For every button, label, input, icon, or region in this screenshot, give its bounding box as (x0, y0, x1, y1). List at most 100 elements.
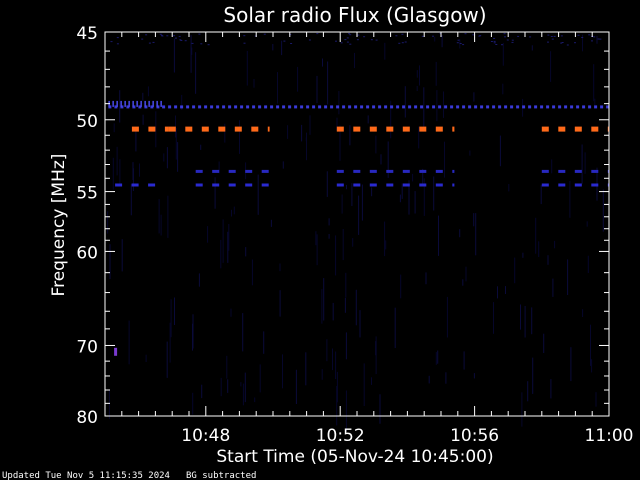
noise-dot (207, 44, 210, 46)
band-mark (558, 169, 566, 173)
noise-streak (227, 379, 229, 393)
noise-dot (547, 41, 549, 43)
noise-dot (593, 36, 596, 38)
band-mark (294, 105, 298, 109)
noise-streak (338, 91, 340, 115)
band-mark (212, 169, 220, 173)
band-mark (251, 126, 259, 132)
noise-streak (416, 70, 418, 78)
band-mark (115, 183, 123, 187)
noise-streak (160, 214, 162, 236)
noise-dot (340, 42, 343, 44)
y-axis-label: Frequency [MHz] (49, 154, 69, 297)
band-mark (222, 105, 226, 109)
noise-streak (145, 354, 147, 362)
noise-streak (142, 92, 144, 101)
noise-dot (344, 39, 347, 41)
noise-streak (520, 304, 521, 330)
band-wave-mark (148, 100, 150, 107)
noise-streak (505, 286, 506, 294)
band-mark (591, 126, 599, 132)
noise-streak (251, 259, 253, 286)
band-mark (258, 105, 262, 109)
noise-streak (191, 47, 193, 55)
band-mark (419, 126, 427, 132)
band-wave-mark (124, 100, 126, 107)
noise-streak (540, 184, 542, 205)
noise-streak (535, 217, 537, 254)
noise-streak (344, 297, 346, 313)
band-mark (522, 105, 526, 109)
noise-dot (375, 39, 378, 41)
noise-streak (422, 168, 424, 185)
noise-dot (184, 40, 187, 42)
band-wave-mark (136, 100, 138, 107)
band-mark (396, 105, 400, 109)
noise-streak (351, 183, 353, 206)
noise-streak (567, 259, 569, 295)
noise-streak (570, 347, 572, 382)
noise-streak (390, 100, 392, 139)
emission-bands (108, 100, 609, 356)
noise-streak (345, 390, 347, 432)
noise-streak (155, 111, 157, 148)
noise-dot (308, 39, 311, 41)
band-mark (541, 183, 549, 187)
noise-streak (301, 124, 303, 142)
noise-streak (336, 371, 338, 403)
noise-streak (502, 83, 504, 95)
noise-streak (323, 278, 325, 321)
noise-streak (228, 224, 230, 251)
band-mark (541, 169, 549, 173)
noise-streak (493, 302, 494, 334)
noise-dot (506, 39, 509, 41)
noise-streak (147, 86, 149, 97)
noise-streak (408, 180, 410, 215)
noise-streak (569, 180, 571, 218)
band-mark (468, 105, 472, 109)
band-mark (452, 126, 455, 132)
noise-streak (345, 272, 347, 298)
noise-dot (581, 37, 584, 38)
noise-streak (354, 52, 355, 69)
noise-streak (596, 35, 598, 44)
noise-streak (201, 384, 203, 399)
noise-streak (361, 184, 363, 221)
noise-streak (173, 38, 175, 73)
noise-dot (547, 34, 550, 36)
band-mark (594, 105, 598, 109)
noise-streak (379, 394, 381, 424)
noise-streak (130, 184, 132, 216)
noise-streak (419, 65, 420, 86)
noise-streak (367, 115, 369, 124)
noise-dot (457, 39, 460, 41)
noise-streak (214, 177, 216, 209)
noise-streak (550, 379, 552, 399)
band-mark (558, 105, 562, 109)
noise-dot (560, 35, 563, 37)
axes: 45 50 55 60 70 80 10:48 10:52 10:56 11:00 (76, 24, 633, 446)
footer-updated: Updated Tue Nov 5 11:15:35 2024 (2, 471, 170, 480)
noise-dot (404, 41, 407, 43)
noise-streak (394, 307, 396, 348)
noise-dot (283, 40, 286, 42)
noise-streak (116, 146, 118, 176)
band-mark (195, 183, 203, 187)
band-mark (324, 105, 328, 109)
band-mark (168, 126, 176, 132)
noise-streak (244, 372, 246, 403)
band-mark (384, 105, 388, 109)
band-mark (510, 105, 514, 109)
band-mark (212, 183, 220, 187)
band-mark (606, 105, 609, 109)
noise-streak (166, 341, 168, 378)
band-mark (386, 169, 394, 173)
y-tick-label: 80 (76, 408, 98, 428)
noise-streak (306, 132, 307, 161)
band-mark (435, 183, 443, 187)
noise-streak (444, 141, 445, 178)
noise-streak (473, 92, 475, 102)
band-mark (228, 183, 236, 187)
noise-streak (277, 72, 278, 104)
